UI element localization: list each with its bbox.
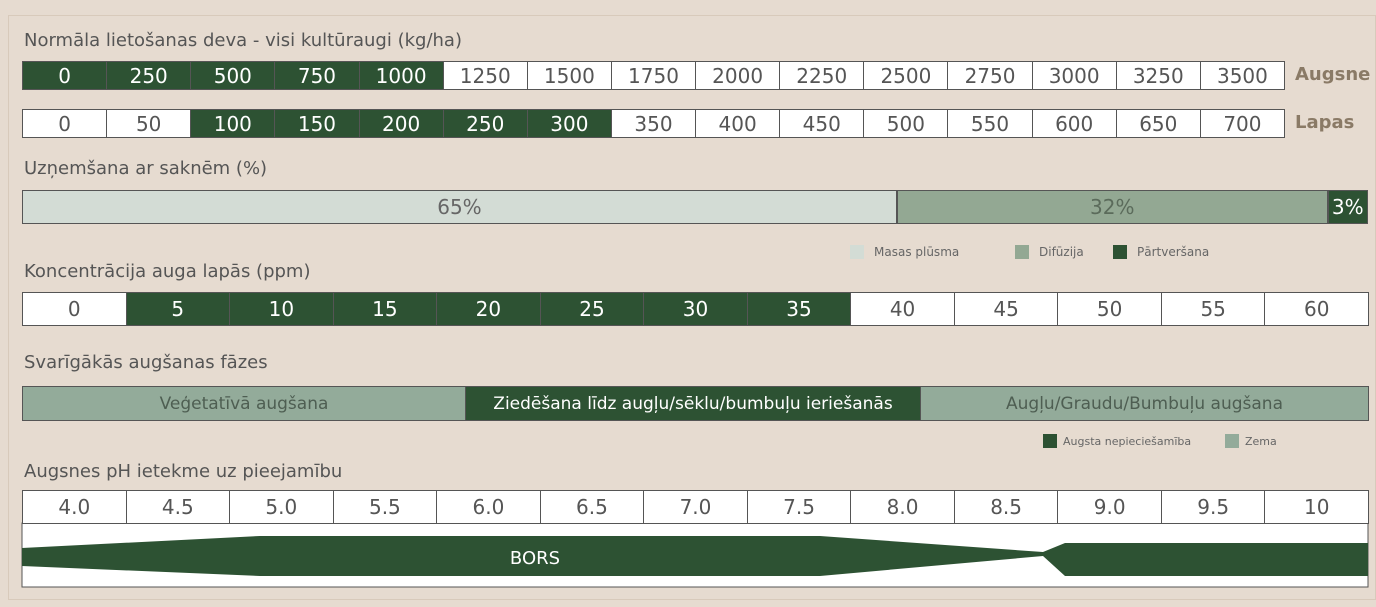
cell: 450 xyxy=(779,109,865,138)
legend-swatch xyxy=(1225,434,1239,448)
cell: 350 xyxy=(610,109,697,138)
cell: 2250 xyxy=(779,61,865,90)
section-title: Augsnes pH ietekme uz pieejamību xyxy=(24,461,343,482)
cell: 150 xyxy=(274,109,360,138)
cell: 20 xyxy=(436,292,541,326)
cell: 1250 xyxy=(442,61,528,90)
cell: 2750 xyxy=(947,61,1033,90)
cell: 2000 xyxy=(695,61,781,90)
cell: 0 xyxy=(22,292,127,326)
legend-swatch xyxy=(850,245,864,259)
cell: 8.5 xyxy=(953,490,1059,524)
cell: 3250 xyxy=(1115,61,1201,90)
section-title: Svarīgākās augšanas fāzes xyxy=(24,352,268,373)
section-title: Koncentrācija auga lapās (ppm) xyxy=(24,261,311,282)
cell: 9.0 xyxy=(1057,490,1162,524)
cell: 400 xyxy=(695,109,781,138)
cell: 550 xyxy=(947,109,1033,138)
legend-item: Augsta nepieciešamība xyxy=(1043,434,1191,448)
cell: 5 xyxy=(125,292,231,326)
section-title: Uzņemšana ar saknēm (%) xyxy=(24,158,268,179)
legend-text: Augsta nepieciešamība xyxy=(1063,434,1192,448)
cell: 8.0 xyxy=(850,490,955,524)
cell: 15 xyxy=(332,292,438,326)
legend-swatch xyxy=(1113,245,1127,259)
uptake-segment: 65% xyxy=(22,190,897,224)
cell: 3000 xyxy=(1031,61,1117,90)
cell: 250 xyxy=(106,61,192,90)
cell: 500 xyxy=(190,61,276,90)
cell: 500 xyxy=(863,109,949,138)
uptake-segment: 3% xyxy=(1327,190,1368,224)
cell: 4.5 xyxy=(125,490,231,524)
legend-text: Pārtveršana xyxy=(1137,245,1210,259)
cell: 1000 xyxy=(358,61,444,90)
legend-item: Difūzija xyxy=(1015,245,1084,259)
cell: 0 xyxy=(22,109,108,138)
cell: 10 xyxy=(1264,490,1369,524)
cell: 1750 xyxy=(610,61,697,90)
cell: 5.0 xyxy=(229,490,334,524)
cell: 1500 xyxy=(526,61,612,90)
cell: 25 xyxy=(539,292,645,326)
cell: 10 xyxy=(229,292,334,326)
legend-swatch xyxy=(1015,245,1029,259)
legend-text: Zema xyxy=(1245,434,1277,448)
cell: 600 xyxy=(1031,109,1117,138)
cell: 55 xyxy=(1160,292,1266,326)
cell: 3500 xyxy=(1199,61,1285,90)
phase: Veģetatīvā augšana xyxy=(22,386,466,421)
cell: 700 xyxy=(1199,109,1285,138)
legend-item: Masas plūsma xyxy=(850,245,959,259)
cell: 35 xyxy=(746,292,852,326)
cell: 650 xyxy=(1115,109,1201,138)
phase: Augļu/Graudu/Bumbuļu augšana xyxy=(920,386,1369,421)
cell: 7.0 xyxy=(643,490,748,524)
band-shape xyxy=(22,536,1368,576)
cell: 5.5 xyxy=(332,490,438,524)
cell: 6.0 xyxy=(436,490,541,524)
cell: 60 xyxy=(1264,292,1369,326)
cell: 40 xyxy=(850,292,955,326)
row-label: Lapas xyxy=(1295,112,1355,133)
cell: 50 xyxy=(1057,292,1162,326)
cell: 50 xyxy=(106,109,192,138)
cell: 4.0 xyxy=(22,490,127,524)
cell: 0 xyxy=(22,61,108,90)
legend-text: Difūzija xyxy=(1039,245,1084,259)
cell: 45 xyxy=(953,292,1059,326)
cell: 9.5 xyxy=(1160,490,1266,524)
cell: 750 xyxy=(274,61,360,90)
cell: 7.5 xyxy=(746,490,852,524)
cell: 250 xyxy=(442,109,528,138)
legend-text: Masas plūsma xyxy=(874,245,960,259)
band-label: BORS xyxy=(510,548,560,569)
legend-swatch xyxy=(1043,434,1057,448)
row-label: Augsne xyxy=(1295,64,1371,85)
cell: 2500 xyxy=(863,61,949,90)
phase: Ziedēšana līdz augļu/sēklu/bumbuļu ierie… xyxy=(465,386,921,421)
legend-item: Zema xyxy=(1225,434,1277,448)
cell: 6.5 xyxy=(539,490,645,524)
section-title: Normāla lietošanas deva - visi kultūraug… xyxy=(24,30,462,51)
cell: 100 xyxy=(190,109,276,138)
cell: 300 xyxy=(526,109,612,138)
legend-item: Pārtveršana xyxy=(1113,245,1209,259)
cell: 30 xyxy=(643,292,748,326)
cell: 200 xyxy=(358,109,444,138)
uptake-segment: 32% xyxy=(896,190,1328,224)
